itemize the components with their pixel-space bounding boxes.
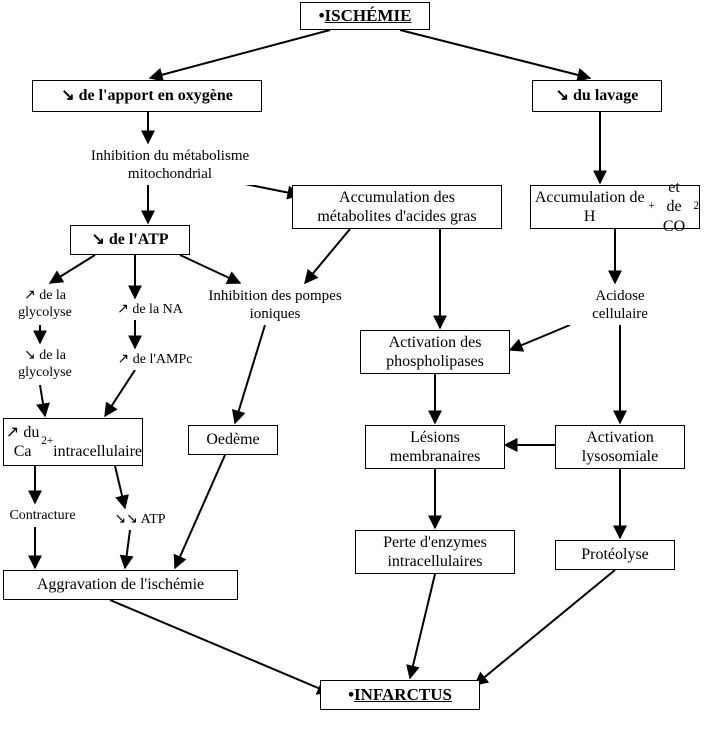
node-contracture: Contracture bbox=[0, 505, 85, 527]
edge-atp-pompes bbox=[180, 255, 240, 283]
edge-atp2-aggrav bbox=[125, 530, 130, 568]
edge-atp-glyc1 bbox=[50, 255, 95, 283]
node-ca: ↗ du Ca2+intracellulaire bbox=[3, 418, 143, 466]
node-lavage: ↘ du lavage bbox=[532, 80, 662, 112]
node-accH: Accumulation de H+ etde CO2 bbox=[530, 185, 700, 229]
edge-glyc2-ca bbox=[40, 385, 45, 416]
node-phospho: Activation desphospholipases bbox=[360, 330, 510, 374]
node-ampc: ↗ de l'AMPc bbox=[100, 350, 210, 370]
node-infarctus: • INFARCTUS bbox=[320, 680, 480, 710]
diagram-stage: • ISCHÉMIE ↘ de l'apport en oxygène ↘ du l… bbox=[0, 0, 707, 746]
node-proteo: Protéolyse bbox=[555, 540, 675, 570]
edge-ampc-ca bbox=[105, 370, 135, 416]
node-pompes: Inhibition des pompesioniques bbox=[190, 285, 360, 325]
node-glyc1: ↗ de laglycolyse bbox=[0, 285, 90, 325]
edge-ischemie-oxygene bbox=[150, 30, 330, 78]
edge-perte-infarctus bbox=[410, 574, 435, 678]
edge-metab-pompes bbox=[305, 229, 350, 283]
edge-aggrav-infarctus bbox=[110, 600, 330, 693]
node-lesions: Lésionsmembranaires bbox=[365, 425, 505, 469]
edge-acidose-phospho bbox=[510, 325, 570, 350]
edge-oedeme-aggrav bbox=[175, 455, 225, 568]
node-mito: Inhibition du métabolismemitochondrial bbox=[60, 145, 280, 185]
node-perte: Perte d'enzymesintracellulaires bbox=[355, 530, 515, 574]
node-atp2: ↘↘ ATP bbox=[100, 510, 180, 530]
node-atp: ↘ de l'ATP bbox=[70, 225, 190, 255]
node-glyc2: ↘ de laglycolyse bbox=[0, 345, 90, 385]
node-metab: Accumulation desmétabolites d'acides gra… bbox=[292, 185, 502, 229]
edge-proteo-infarctus bbox=[475, 570, 615, 685]
node-lyso: Activationlysosomiale bbox=[555, 425, 685, 469]
node-ischemie: • ISCHÉMIE bbox=[300, 2, 430, 30]
edge-pompes-oedeme bbox=[235, 325, 265, 423]
node-oedeme: Oedème bbox=[188, 425, 278, 455]
node-oxygene: ↘ de l'apport en oxygène bbox=[32, 80, 262, 112]
edge-ischemie-lavage bbox=[400, 30, 590, 78]
node-aggrav: Aggravation de l'ischémie bbox=[3, 570, 238, 600]
node-acidose: Acidosecellulaire bbox=[560, 285, 680, 325]
node-na: ↗ de la NA bbox=[100, 300, 200, 320]
edge-ca-atp2 bbox=[115, 466, 125, 508]
